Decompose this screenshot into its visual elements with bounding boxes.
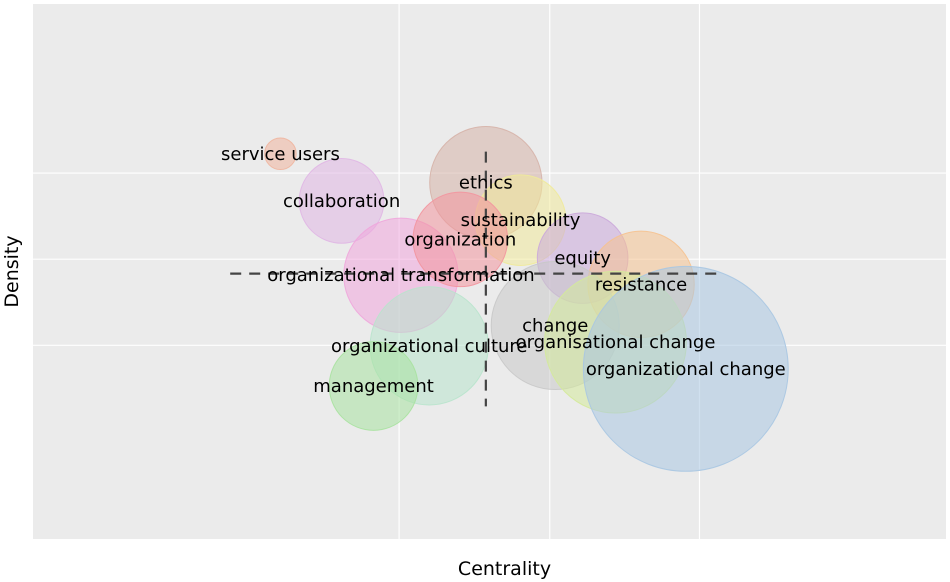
bubble-label-12: organizational change <box>586 359 786 380</box>
bubble-5 <box>412 191 509 288</box>
bubble-11 <box>328 341 419 431</box>
x-axis-title: Centrality <box>458 558 551 580</box>
bubbles <box>264 126 789 472</box>
reference-lines <box>230 151 720 407</box>
bubble-label-6: equity <box>554 248 611 269</box>
bubble-12 <box>582 265 789 472</box>
bubble-label-11: management <box>313 376 434 397</box>
bubble-label-8: change <box>522 316 588 337</box>
bubble-label-10: organizational culture <box>331 336 528 357</box>
bubble-label-9: organisational change <box>516 332 716 353</box>
bubble-label-1: collaboration <box>283 191 400 212</box>
bubble-label-4: sustainability <box>461 210 581 231</box>
bubble-label-5: organization <box>404 229 516 250</box>
bubble-label-2: organizational transformation <box>267 265 534 286</box>
bubble-label-7: resistance <box>595 274 687 295</box>
y-axis-title: Density <box>1 235 23 307</box>
bubble-label-3: ethics <box>459 173 513 194</box>
bubble-label-0: service users <box>221 144 340 165</box>
bubble-0 <box>264 137 297 171</box>
bubble-1 <box>298 158 385 244</box>
bubble-labels: service users collaboration organizational… <box>221 144 786 397</box>
